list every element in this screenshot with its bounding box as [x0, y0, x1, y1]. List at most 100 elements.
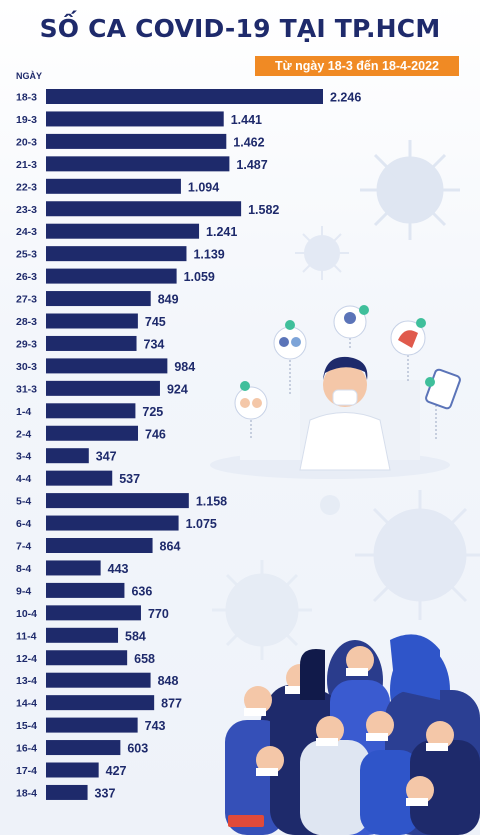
data-label: 1.059: [184, 270, 215, 284]
virus-icon: [360, 140, 460, 240]
bar: [46, 335, 137, 351]
bar: [46, 717, 138, 733]
data-label: 1.139: [193, 248, 224, 262]
data-label: 743: [145, 719, 166, 733]
y-tick-label: 22-3: [16, 181, 37, 193]
bar: [46, 156, 230, 172]
clinic-building: [240, 420, 300, 460]
doctor-figure: [299, 356, 391, 471]
data-label: 2.246: [330, 91, 361, 105]
y-tick-label: 28-3: [16, 316, 37, 328]
bar: [46, 627, 119, 643]
y-tick-label: 21-3: [16, 159, 37, 171]
bar: [46, 425, 139, 441]
y-tick-label: 19-3: [16, 114, 37, 126]
data-label: 1.462: [233, 135, 264, 149]
chart-subtitle: Từ ngày 18-3 đến 18-4-2022: [255, 56, 459, 76]
y-tick-label: 14-4: [16, 698, 37, 710]
data-label: 849: [158, 293, 179, 307]
y-tick-label: 26-3: [16, 271, 37, 283]
bar: [46, 605, 141, 621]
data-label: 1.094: [188, 180, 219, 194]
y-tick-label: 4-4: [16, 473, 31, 485]
data-label: 347: [96, 450, 117, 464]
logo-mark: [228, 815, 264, 827]
y-tick-label: 27-3: [16, 294, 37, 306]
y-tick-label: 18-3: [16, 92, 37, 104]
y-tick-label: 25-3: [16, 249, 37, 261]
data-label: 1.441: [231, 113, 262, 127]
bar: [46, 313, 138, 329]
bar: [46, 740, 121, 756]
data-label: 584: [125, 629, 146, 643]
phone-medical-icon: [425, 368, 461, 440]
people-bubble-icon: [273, 320, 307, 395]
bar: [46, 111, 224, 127]
y-tick-label: 7-4: [16, 541, 31, 553]
virus-icon: [320, 495, 340, 515]
data-label: 427: [106, 764, 127, 778]
data-label: 864: [160, 540, 181, 554]
data-label: 734: [144, 337, 165, 351]
data-label: 1.582: [248, 203, 279, 217]
bar: [46, 223, 200, 239]
y-axis-label: NGÀY: [16, 71, 43, 81]
y-tick-label: 10-4: [16, 608, 37, 620]
crowd-illustration: [225, 634, 480, 835]
data-label: 848: [158, 674, 179, 688]
y-tick-label: 30-3: [16, 361, 37, 373]
masked-person-bubble-icon: [333, 305, 369, 350]
handwash-bubble-icon: [390, 318, 426, 383]
data-label: 443: [108, 562, 129, 576]
data-label: 746: [145, 427, 166, 441]
data-label: 537: [119, 472, 140, 486]
bar: [46, 268, 177, 284]
y-tick-label: 1-4: [16, 406, 31, 418]
data-label: 1.487: [236, 158, 267, 172]
bar: [46, 178, 181, 194]
y-tick-label: 31-3: [16, 383, 37, 395]
virus-icon: [355, 490, 480, 620]
bar: [46, 538, 153, 553]
y-tick-label: 20-3: [16, 136, 37, 148]
data-label: 877: [161, 697, 182, 711]
data-label: 1.158: [196, 495, 227, 509]
y-tick-label: 17-4: [16, 765, 37, 777]
y-tick-label: 13-4: [16, 675, 37, 687]
virus-icon: [295, 226, 349, 280]
bar: [46, 515, 179, 531]
data-label: 636: [131, 584, 152, 598]
bar: [46, 650, 128, 666]
y-tick-label: 5-4: [16, 496, 31, 508]
y-tick-label: 11-4: [16, 630, 37, 642]
y-tick-label: 9-4: [16, 585, 31, 597]
y-tick-label: 3-4: [16, 451, 31, 463]
data-label: 725: [142, 405, 163, 419]
bar: [46, 672, 151, 688]
data-label: 984: [174, 360, 195, 374]
data-label: 658: [134, 652, 155, 666]
data-label: 603: [127, 742, 148, 756]
y-tick-label: 23-3: [16, 204, 37, 216]
bar: [46, 762, 99, 778]
data-label: 770: [148, 607, 169, 621]
data-label: 337: [95, 786, 116, 800]
y-tick-label: 18-4: [16, 787, 37, 799]
virus-icon: [212, 560, 312, 660]
y-tick-label: 15-4: [16, 720, 37, 732]
doctors-bubble-icon: [234, 381, 268, 440]
bar: [46, 291, 151, 307]
bar: [46, 89, 323, 104]
y-tick-label: 29-3: [16, 338, 37, 350]
bar: [46, 358, 168, 374]
data-label: 1.241: [206, 225, 237, 239]
y-tick-label: 24-3: [16, 226, 37, 238]
data-label: 745: [145, 315, 166, 329]
y-tick-label: 2-4: [16, 428, 31, 440]
bar: [46, 695, 155, 711]
bar: [46, 403, 136, 419]
bar: [46, 448, 89, 464]
